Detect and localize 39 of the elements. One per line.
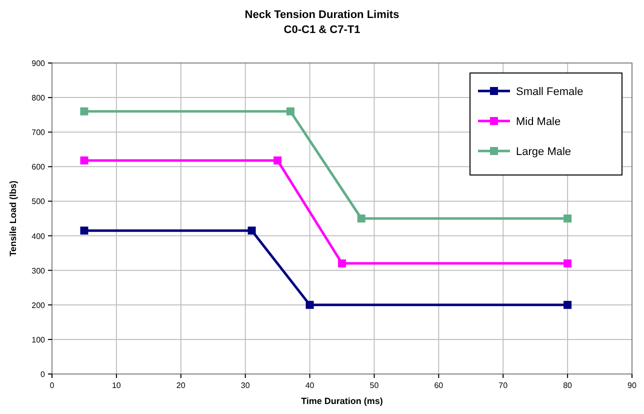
point [248, 226, 256, 235]
x-tick-label: 0 [50, 381, 55, 390]
legend-label: Mid Male [516, 116, 561, 128]
x-tick-label: 10 [112, 381, 122, 390]
chart-title: Neck Tension Duration Limits [244, 9, 400, 21]
y-tick-label: 0 [40, 370, 46, 379]
point [564, 300, 572, 309]
chart-subtitle: C0-C1 & C7-T1 [284, 24, 360, 36]
x-tick-label: 70 [498, 381, 508, 390]
y-tick-label: 300 [32, 266, 46, 276]
point [80, 107, 88, 116]
point [274, 156, 282, 164]
point [357, 214, 366, 222]
x-axis-title: Time Duration (ms) [301, 396, 383, 406]
y-axis-title: Tensile Load (lbs) [8, 180, 18, 256]
point [80, 156, 88, 164]
x-tick-label: 50 [370, 381, 380, 390]
legend-label: Small Female [516, 86, 584, 98]
x-tick-label: 90 [628, 381, 637, 390]
x-tick-label: 30 [240, 381, 250, 390]
y-tick-label: 700 [32, 128, 46, 138]
x-tick-label: 60 [434, 381, 444, 390]
y-tick-label: 400 [32, 232, 46, 241]
x-tick-label: 80 [563, 381, 573, 390]
point [564, 214, 572, 222]
x-tick-label: 40 [305, 381, 315, 390]
y-tick-label: 600 [32, 162, 46, 172]
x-tick-label: 20 [176, 381, 186, 390]
point [306, 300, 314, 309]
y-tick-label: 500 [32, 197, 46, 206]
point [286, 107, 294, 116]
y-tick-label: 800 [32, 94, 46, 103]
legend-label: Large Male [516, 146, 572, 158]
y-tick-label: 200 [32, 300, 46, 310]
y-tick-label: 900 [32, 59, 46, 68]
y-tick-label: 100 [32, 335, 46, 344]
point [338, 259, 346, 268]
point [564, 259, 572, 268]
point [80, 226, 88, 235]
